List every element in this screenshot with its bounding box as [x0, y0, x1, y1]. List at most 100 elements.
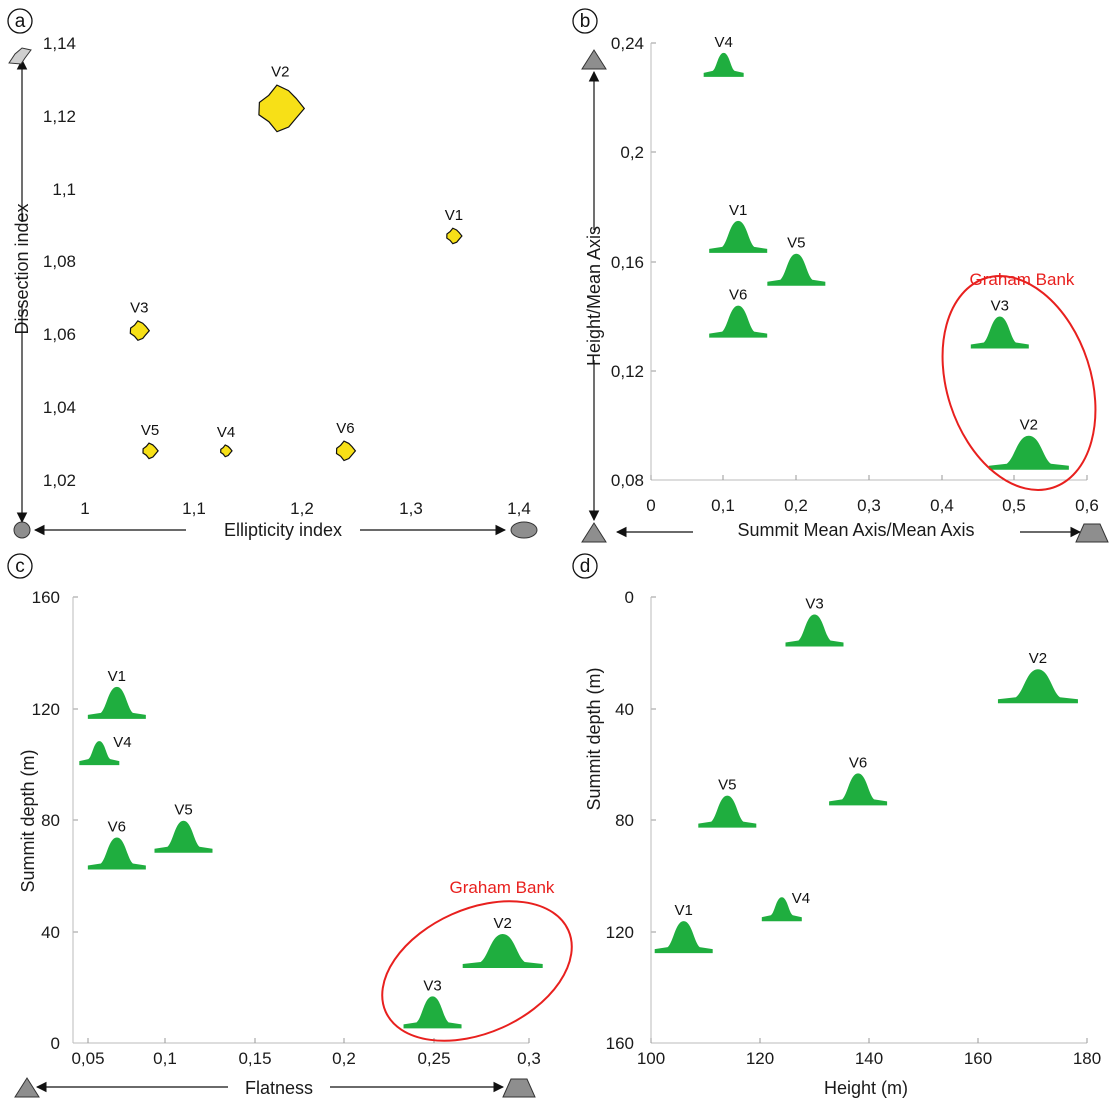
y-tick-label: 160: [32, 588, 60, 607]
graham-bank-label: Graham Bank: [970, 270, 1075, 289]
cone-shape-icon: [14, 1077, 40, 1098]
point-label: V4: [217, 424, 235, 441]
panel-letter: d: [580, 556, 591, 577]
x-tick-label: 1,2: [290, 499, 314, 518]
data-point-v2: V2: [258, 64, 306, 133]
point-marker: [446, 227, 463, 245]
point-marker: [709, 305, 768, 338]
ellipse-shape-icon: [510, 521, 538, 539]
steep-cone-icon: [581, 49, 607, 70]
point-marker: [462, 934, 543, 969]
x-axis-label: Height (m): [824, 1078, 908, 1098]
point-label: V1: [729, 202, 747, 219]
x-tick-label: 0,15: [238, 1049, 271, 1068]
point-marker: [829, 773, 888, 806]
y-tick-label: 0,2: [620, 143, 644, 162]
y-tick-label: 0: [51, 1034, 60, 1053]
point-marker: [129, 320, 151, 342]
x-tick-label: 100: [637, 1049, 665, 1068]
y-tick-label: 160: [606, 1034, 634, 1053]
point-marker: [703, 52, 744, 77]
y-tick-label: 1,08: [43, 252, 76, 271]
x-tick-label: 140: [855, 1049, 883, 1068]
point-label: V1: [108, 668, 126, 685]
x-tick-label: 0,3: [857, 496, 881, 515]
data-point-v6: V6: [709, 287, 768, 338]
data-point-v1: V1: [709, 202, 768, 253]
graham-bank-ellipse: [381, 900, 573, 1042]
point-marker: [220, 444, 233, 458]
y-tick-label: 40: [615, 700, 634, 719]
flat-top-shape-icon: [502, 1078, 536, 1098]
point-label: V5: [174, 802, 192, 819]
x-tick-label: 0,5: [1002, 496, 1026, 515]
graham-bank-label: Graham Bank: [450, 878, 555, 897]
point-marker: [767, 253, 826, 286]
y-tick-label: 0,12: [611, 362, 644, 381]
y-axis-label: Summit depth (m): [584, 667, 604, 810]
panel-letter-circle: [7, 553, 33, 579]
point-marker: [154, 820, 213, 853]
x-tick-label: 0,1: [711, 496, 735, 515]
x-tick-label: 0,6: [1075, 496, 1099, 515]
point-label: V1: [675, 902, 693, 919]
data-point-v1: V1: [445, 207, 463, 245]
y-tick-label: 1,1: [52, 180, 76, 199]
y-tick-label: 1,02: [43, 471, 76, 490]
y-tick-label: 1,14: [43, 34, 76, 53]
point-marker: [988, 435, 1069, 470]
x-tick-label: 0,05: [71, 1049, 104, 1068]
point-label: V5: [718, 777, 736, 794]
data-point-v3: V3: [970, 298, 1029, 349]
data-point-v3: V3: [785, 595, 844, 647]
point-marker: [654, 921, 713, 954]
point-label: V3: [991, 298, 1009, 315]
point-marker: [698, 795, 757, 828]
data-point-v3: V3: [403, 977, 462, 1029]
point-label: V4: [714, 34, 732, 51]
point-label: V4: [792, 890, 810, 907]
x-tick-label: 120: [746, 1049, 774, 1068]
x-tick-label: 0,3: [517, 1049, 541, 1068]
y-tick-label: 1,06: [43, 325, 76, 344]
y-tick-label: 0,24: [611, 34, 644, 53]
panel-letter-circle: [572, 8, 598, 34]
x-tick-label: 0,1: [153, 1049, 177, 1068]
data-point-v4: V4: [703, 34, 744, 77]
y-tick-label: 80: [41, 811, 60, 830]
point-label: V4: [113, 734, 131, 751]
x-tick-label: 0,2: [784, 496, 808, 515]
point-label: V1: [445, 207, 463, 224]
point-marker: [142, 442, 159, 460]
y-tick-label: 1,04: [43, 398, 76, 417]
x-tick-label: 1,1: [182, 499, 206, 518]
y-axis-label: Summit depth (m): [18, 749, 38, 892]
point-marker: [761, 897, 802, 922]
point-label: V3: [423, 977, 441, 994]
point-label: V6: [729, 287, 747, 304]
data-point-v6: V6: [335, 420, 357, 462]
data-point-v3: V3: [129, 300, 151, 342]
x-tick-label: 0,2: [332, 1049, 356, 1068]
point-label: V5: [787, 235, 805, 252]
point-marker: [258, 84, 306, 133]
data-point-v6: V6: [829, 754, 888, 806]
y-tick-label: 0: [625, 588, 634, 607]
data-point-v1: V1: [87, 668, 146, 719]
data-point-v5: V5: [767, 235, 826, 286]
y-tick-label: 40: [41, 923, 60, 942]
x-tick-label: 1: [80, 499, 89, 518]
x-tick-label: 180: [1073, 1049, 1101, 1068]
flat-top-shape-icon: [1075, 523, 1109, 543]
y-tick-label: 120: [606, 923, 634, 942]
y-axis-label: Dissection index: [12, 203, 32, 334]
data-point-v4: V4: [217, 424, 235, 458]
point-marker: [709, 220, 768, 253]
chart-panel-c: c 0 40 80 120 160 0,05 0,1 0,15 0,2 0,25 0,3 Flatnes…: [7, 553, 573, 1098]
x-tick-label: 1,4: [507, 499, 531, 518]
y-tick-label: 0,16: [611, 253, 644, 272]
point-label: V3: [805, 595, 823, 612]
graham-bank-ellipse: [941, 275, 1097, 491]
